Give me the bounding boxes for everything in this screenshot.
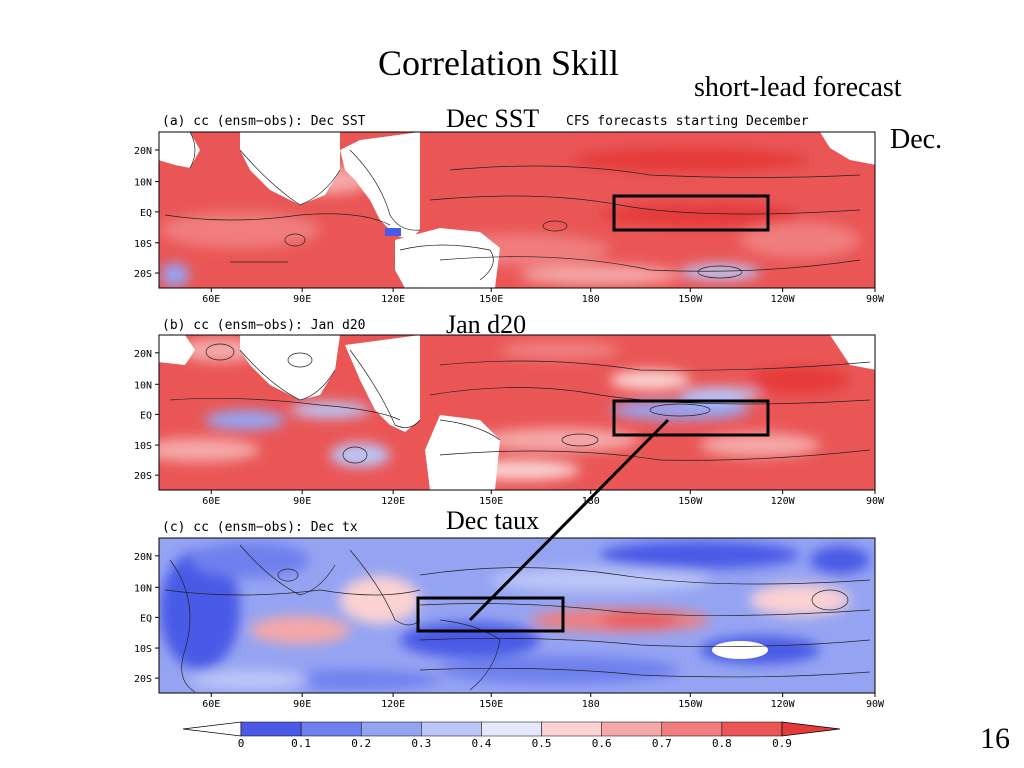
lat-tick-label: 20N bbox=[134, 349, 152, 360]
lon-tick-label: 60E bbox=[202, 294, 220, 305]
lon-tick-label: 180 bbox=[582, 496, 600, 507]
colorbar-low-cap bbox=[182, 721, 242, 737]
lon-tick-label: 150E bbox=[479, 496, 503, 507]
lon-tick-label: 120E bbox=[381, 496, 405, 507]
lon-tick-label: 150W bbox=[678, 699, 703, 710]
colorbar-segment bbox=[240, 721, 302, 737]
colorbar-segment bbox=[300, 721, 362, 737]
lon-tick-label: 150W bbox=[678, 496, 703, 507]
teleconnection-line bbox=[468, 418, 670, 622]
lat-tick-label: 20N bbox=[134, 146, 152, 157]
colorbar-segment bbox=[541, 721, 602, 737]
lat-tick-label: 20S bbox=[134, 471, 152, 482]
colorbar-tick-label: 0.1 bbox=[291, 737, 311, 750]
panel-c-variable: Dec taux bbox=[446, 506, 540, 535]
colorbar-tick-label: 0.8 bbox=[712, 737, 732, 750]
panel-a-variable: Dec SST bbox=[446, 104, 540, 133]
lat-tick-label: 10N bbox=[134, 178, 152, 189]
panel-a-nino-box bbox=[612, 194, 770, 232]
lat-tick-label: 10S bbox=[134, 239, 152, 250]
lat-tick-label: EQ bbox=[140, 613, 152, 624]
lat-tick-label: EQ bbox=[140, 208, 152, 219]
panel-a-note: CFS forecasts starting December bbox=[566, 114, 809, 129]
panel-c-map bbox=[159, 538, 875, 693]
lon-tick-label: 60E bbox=[202, 496, 220, 507]
panel-b-map bbox=[159, 335, 875, 490]
colorbar-tick-label: 0.5 bbox=[532, 737, 552, 750]
lon-tick-label: 150E bbox=[479, 294, 503, 305]
lat-tick-label: EQ bbox=[140, 410, 152, 421]
lat-tick-label: 20S bbox=[134, 269, 152, 280]
lon-tick-label: 120W bbox=[771, 496, 796, 507]
panel-a-title: (a) cc (ensm−obs): Dec SST bbox=[162, 114, 366, 129]
panel-b-frame bbox=[158, 334, 876, 491]
colorbar-tick-label: 0 bbox=[238, 737, 245, 750]
colorbar-tick-label: 0.4 bbox=[472, 737, 492, 750]
lon-tick-label: 90W bbox=[866, 496, 885, 507]
lon-tick-label: 120W bbox=[771, 294, 796, 305]
colorbar-tick-label: 0.7 bbox=[652, 737, 672, 750]
lat-tick-label: 20S bbox=[134, 674, 152, 685]
lon-tick-label: 150E bbox=[479, 699, 503, 710]
lon-tick-label: 90W bbox=[866, 699, 885, 710]
lon-tick-label: 180 bbox=[582, 294, 600, 305]
panel-a-frame bbox=[158, 131, 876, 289]
panel-b-variable: Jan d20 bbox=[446, 310, 527, 339]
lon-tick-label: 90E bbox=[293, 699, 311, 710]
lat-tick-label: 10S bbox=[134, 644, 152, 655]
forecast-lead-label: short-lead forecast bbox=[694, 72, 902, 103]
lon-tick-label: 150W bbox=[678, 294, 703, 305]
lon-tick-label: 180 bbox=[582, 699, 600, 710]
colorbar-high-cap bbox=[781, 721, 841, 737]
colorbar-segment bbox=[360, 721, 422, 737]
panel-a-map bbox=[159, 132, 875, 288]
colorbar: 0 0.1 0.2 0.3 0.4 0.5 0.6 0.7 0.8 0.9 bbox=[182, 721, 841, 750]
lon-tick-label: 120E bbox=[381, 294, 405, 305]
lat-tick-label: 20N bbox=[134, 552, 152, 563]
slide-title: Correlation Skill bbox=[378, 43, 619, 83]
lat-tick-label: 10N bbox=[134, 583, 152, 594]
colorbar-segment bbox=[661, 721, 723, 737]
colorbar-segment bbox=[421, 721, 482, 737]
panel-b-nino-box bbox=[612, 399, 770, 437]
lon-tick-label: 90E bbox=[293, 496, 311, 507]
lon-tick-label: 90W bbox=[866, 294, 885, 305]
colorbar-tick-label: 0.9 bbox=[772, 737, 792, 750]
colorbar-segment bbox=[481, 721, 542, 737]
lat-tick-label: 10N bbox=[134, 380, 152, 391]
panel-c-title: (c) cc (ensm−obs): Dec tx bbox=[162, 520, 358, 535]
panel-c-frame bbox=[158, 537, 876, 694]
panel-b-title: (b) cc (ensm−obs): Jan d20 bbox=[162, 318, 366, 333]
colorbar-segment bbox=[601, 721, 663, 737]
colorbar-tick-label: 0.2 bbox=[351, 737, 371, 750]
colorbar-segment bbox=[721, 721, 783, 737]
lon-tick-label: 120E bbox=[381, 699, 405, 710]
slide-number: 16 bbox=[980, 722, 1010, 755]
lon-tick-label: 90E bbox=[293, 294, 311, 305]
forecast-month-label: Dec. bbox=[890, 124, 943, 155]
map-axes: 60E 90E 120E 150E 180 150W 120W 90W 20N 10N EQ 10S 2… bbox=[134, 146, 885, 710]
lon-tick-label: 120W bbox=[771, 699, 796, 710]
lat-tick-label: 10S bbox=[134, 441, 152, 452]
colorbar-tick-label: 0.6 bbox=[592, 737, 612, 750]
lon-tick-label: 60E bbox=[202, 699, 220, 710]
colorbar-tick-label: 0.3 bbox=[411, 737, 431, 750]
